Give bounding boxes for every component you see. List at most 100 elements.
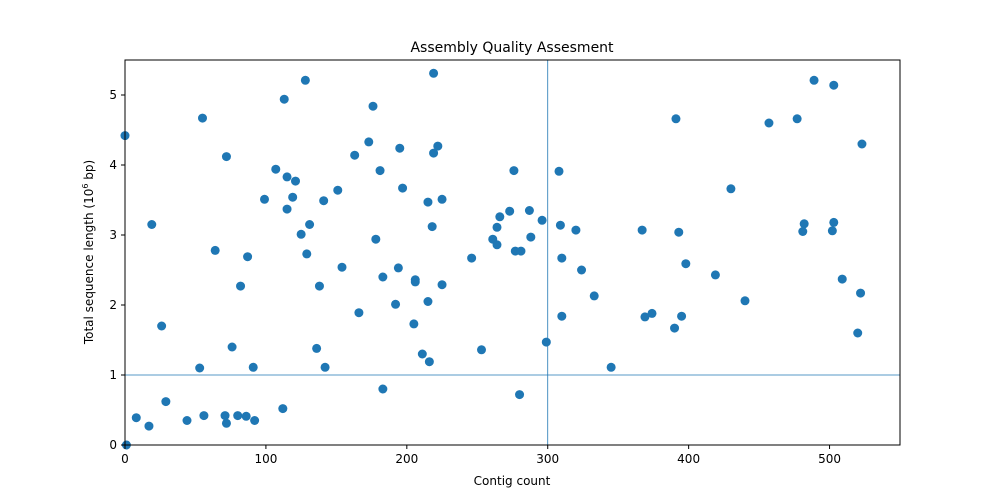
data-point xyxy=(221,418,231,428)
data-point xyxy=(492,240,502,250)
data-point xyxy=(798,227,808,236)
data-point xyxy=(302,249,312,259)
data-point xyxy=(647,308,657,318)
data-point xyxy=(410,277,420,287)
data-point xyxy=(477,345,486,355)
data-point xyxy=(792,114,802,124)
data-point xyxy=(509,166,519,176)
x-tick-label: 100 xyxy=(254,452,277,466)
data-point xyxy=(350,150,360,160)
y-axis-label-prefix: Total sequence length (10 xyxy=(82,189,96,346)
data-point xyxy=(671,114,681,124)
x-tick-label: 0 xyxy=(121,452,129,466)
data-point xyxy=(429,68,439,78)
data-point xyxy=(241,411,251,421)
data-point xyxy=(227,342,237,352)
data-point xyxy=(278,404,288,414)
data-point xyxy=(296,229,306,239)
data-point xyxy=(271,164,281,174)
data-point xyxy=(248,362,258,372)
x-axis-ticks: 0 100 200 300 400 500 xyxy=(121,445,841,466)
data-point xyxy=(300,75,310,85)
y-tick-label: 2 xyxy=(109,298,117,312)
data-point xyxy=(409,319,419,329)
data-point xyxy=(279,94,289,104)
x-tick-label: 500 xyxy=(818,452,841,466)
data-point xyxy=(837,274,847,284)
data-point xyxy=(210,245,220,255)
data-point xyxy=(740,296,750,306)
data-point xyxy=(337,262,347,272)
x-axis-label: Contig count xyxy=(474,474,551,488)
data-point xyxy=(677,311,687,321)
data-point xyxy=(541,337,551,347)
data-point xyxy=(378,272,388,282)
data-point xyxy=(364,137,374,147)
data-point xyxy=(320,362,330,372)
data-point xyxy=(515,390,525,400)
y-tick-label: 1 xyxy=(109,368,117,382)
data-point xyxy=(371,234,381,244)
data-point xyxy=(557,253,567,263)
data-point xyxy=(606,362,616,372)
data-point xyxy=(505,206,515,216)
data-point xyxy=(398,183,408,193)
data-point xyxy=(375,166,385,176)
data-point xyxy=(853,328,863,338)
data-point xyxy=(291,176,300,186)
data-point xyxy=(526,232,536,242)
y-tick-label: 3 xyxy=(109,228,117,242)
data-point xyxy=(764,118,774,128)
y-tick-label: 0 xyxy=(109,438,117,452)
data-point xyxy=(131,413,141,423)
data-point xyxy=(161,397,171,407)
reference-lines xyxy=(125,60,900,445)
data-point xyxy=(220,411,230,421)
data-point xyxy=(312,343,322,353)
data-point xyxy=(378,384,388,394)
data-point xyxy=(433,141,443,151)
data-point xyxy=(437,280,447,290)
data-point xyxy=(423,197,433,207)
data-point xyxy=(640,312,650,322)
data-point xyxy=(799,219,809,229)
data-point xyxy=(637,225,647,235)
data-point xyxy=(829,80,839,90)
x-tick-label: 200 xyxy=(395,452,418,466)
data-point xyxy=(182,416,192,425)
data-point xyxy=(427,222,437,232)
y-axis-label-suffix: bp) xyxy=(82,160,96,184)
data-point xyxy=(827,226,837,236)
x-tick-label: 400 xyxy=(677,452,700,466)
chart-title: Assembly Quality Assesment xyxy=(410,40,614,56)
data-point xyxy=(674,227,684,237)
x-tick-label: 300 xyxy=(536,452,559,466)
data-point xyxy=(492,222,502,232)
data-point xyxy=(571,225,581,235)
data-point xyxy=(516,246,526,256)
data-point xyxy=(288,192,298,202)
data-point xyxy=(554,166,564,176)
data-point xyxy=(144,421,154,431)
data-point xyxy=(195,363,205,373)
data-point xyxy=(856,288,866,298)
data-point xyxy=(524,206,534,215)
y-axis-label: Total sequence length (106 bp) xyxy=(81,160,96,345)
data-point xyxy=(589,291,599,301)
data-point xyxy=(391,299,401,309)
data-point xyxy=(537,215,547,225)
data-point xyxy=(368,101,378,111)
data-point xyxy=(429,148,439,158)
data-point xyxy=(809,75,819,85)
y-tick-label: 5 xyxy=(109,88,117,102)
data-point xyxy=(393,263,403,273)
data-point xyxy=(305,220,315,229)
data-point xyxy=(437,194,447,204)
data-point xyxy=(424,357,434,367)
data-point xyxy=(243,252,253,262)
data-point xyxy=(282,172,292,182)
data-point xyxy=(495,212,505,222)
data-point xyxy=(199,411,209,421)
data-points xyxy=(120,68,867,450)
